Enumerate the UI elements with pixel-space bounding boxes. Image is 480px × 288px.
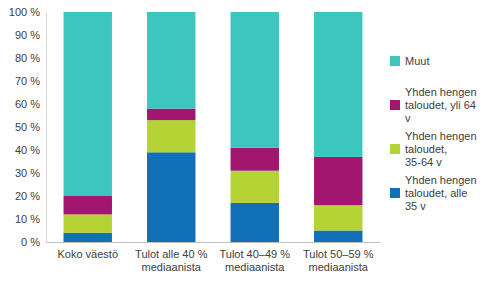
legend-swatch [390,188,400,198]
tick-label: Tulot 50–59 %mediaanista [303,248,374,273]
tick: Koko väestö [57,242,118,260]
axis-line [46,13,47,243]
bar [231,203,279,242]
tick: Tulot 40–49 %mediaanista [219,242,290,273]
bar [314,12,362,157]
legend-label: Muut [405,55,429,67]
series [64,12,363,196]
tick: Tulot 50–59 %mediaanista [303,242,374,273]
legend-swatch [390,56,400,66]
tick: Tulot alle 40 %mediaanista [135,242,208,273]
x-axis: Koko väestö Tulot alle 40 %mediaanista Tul… [47,242,381,273]
bar [147,12,195,109]
bar [314,231,362,243]
legend-item: Muut [390,55,429,67]
tick-label: 10 % [15,213,40,225]
tick-label: Tulot 40–49 %mediaanista [219,248,290,273]
legend-label: Yhden hengentaloudet,35-64 v [405,130,477,168]
tick-label: 40 % [15,144,40,156]
tick-label: 90 % [15,29,40,41]
plot: 0 % 10 % 20 % 30 % 40 % 50 % 60 % 70 % 80 % 90 % 1… [9,6,381,273]
tick: 60 % [15,98,46,110]
tick-label: 50 % [15,121,40,133]
legend-swatch [390,144,400,154]
y-axis: 0 % 10 % 20 % 30 % 40 % 50 % 60 % 70 % 80 % 90 % 1… [9,6,47,248]
bar [147,109,195,121]
tick: 20 % [15,190,46,202]
tick: 70 % [15,75,46,87]
tick-label: 0 % [21,236,40,248]
legend-item: Yhden hengentaloudet, yli 64v [390,86,477,124]
bar [231,148,279,171]
bar [147,152,195,242]
legend-item: Yhden hengentaloudet,35-64 v [390,130,477,168]
tick: 10 % [15,213,46,225]
bar [314,205,362,230]
tick-label: Tulot alle 40 %mediaanista [135,248,208,273]
bar [314,157,362,205]
bars [64,12,363,242]
tick: 50 % [15,121,46,133]
chart: 0 % 10 % 20 % 30 % 40 % 50 % 60 % 70 % 80 % 90 % 1… [0,0,480,288]
tick: 80 % [15,52,46,64]
bar [231,12,279,148]
tick: 100 % [9,6,46,18]
tick: 30 % [15,167,46,179]
tick-label: 100 % [9,6,40,18]
legend-item: Yhden hengentaloudet, alle35 v [390,174,477,212]
legend-label: Yhden hengentaloudet, yli 64v [405,86,477,124]
axis-line [47,242,381,243]
bar [147,120,195,152]
tick-label: Koko väestö [57,248,118,260]
tick-label: 60 % [15,98,40,110]
bar [64,196,112,214]
tick: 40 % [15,144,46,156]
legend-swatch [390,100,400,110]
bar [64,12,112,196]
legend-label: Yhden hengentaloudet, alle35 v [405,174,477,212]
tick-label: 70 % [15,75,40,87]
tick-label: 30 % [15,167,40,179]
tick-label: 20 % [15,190,40,202]
bar [231,171,279,203]
bar [64,214,112,232]
tick-label: 80 % [15,52,40,64]
tick: 90 % [15,29,46,41]
bar [64,233,112,242]
tick: 0 % [21,236,46,248]
legend: Muut Yhden hengentaloudet, yli 64v Yhden h… [390,55,477,212]
